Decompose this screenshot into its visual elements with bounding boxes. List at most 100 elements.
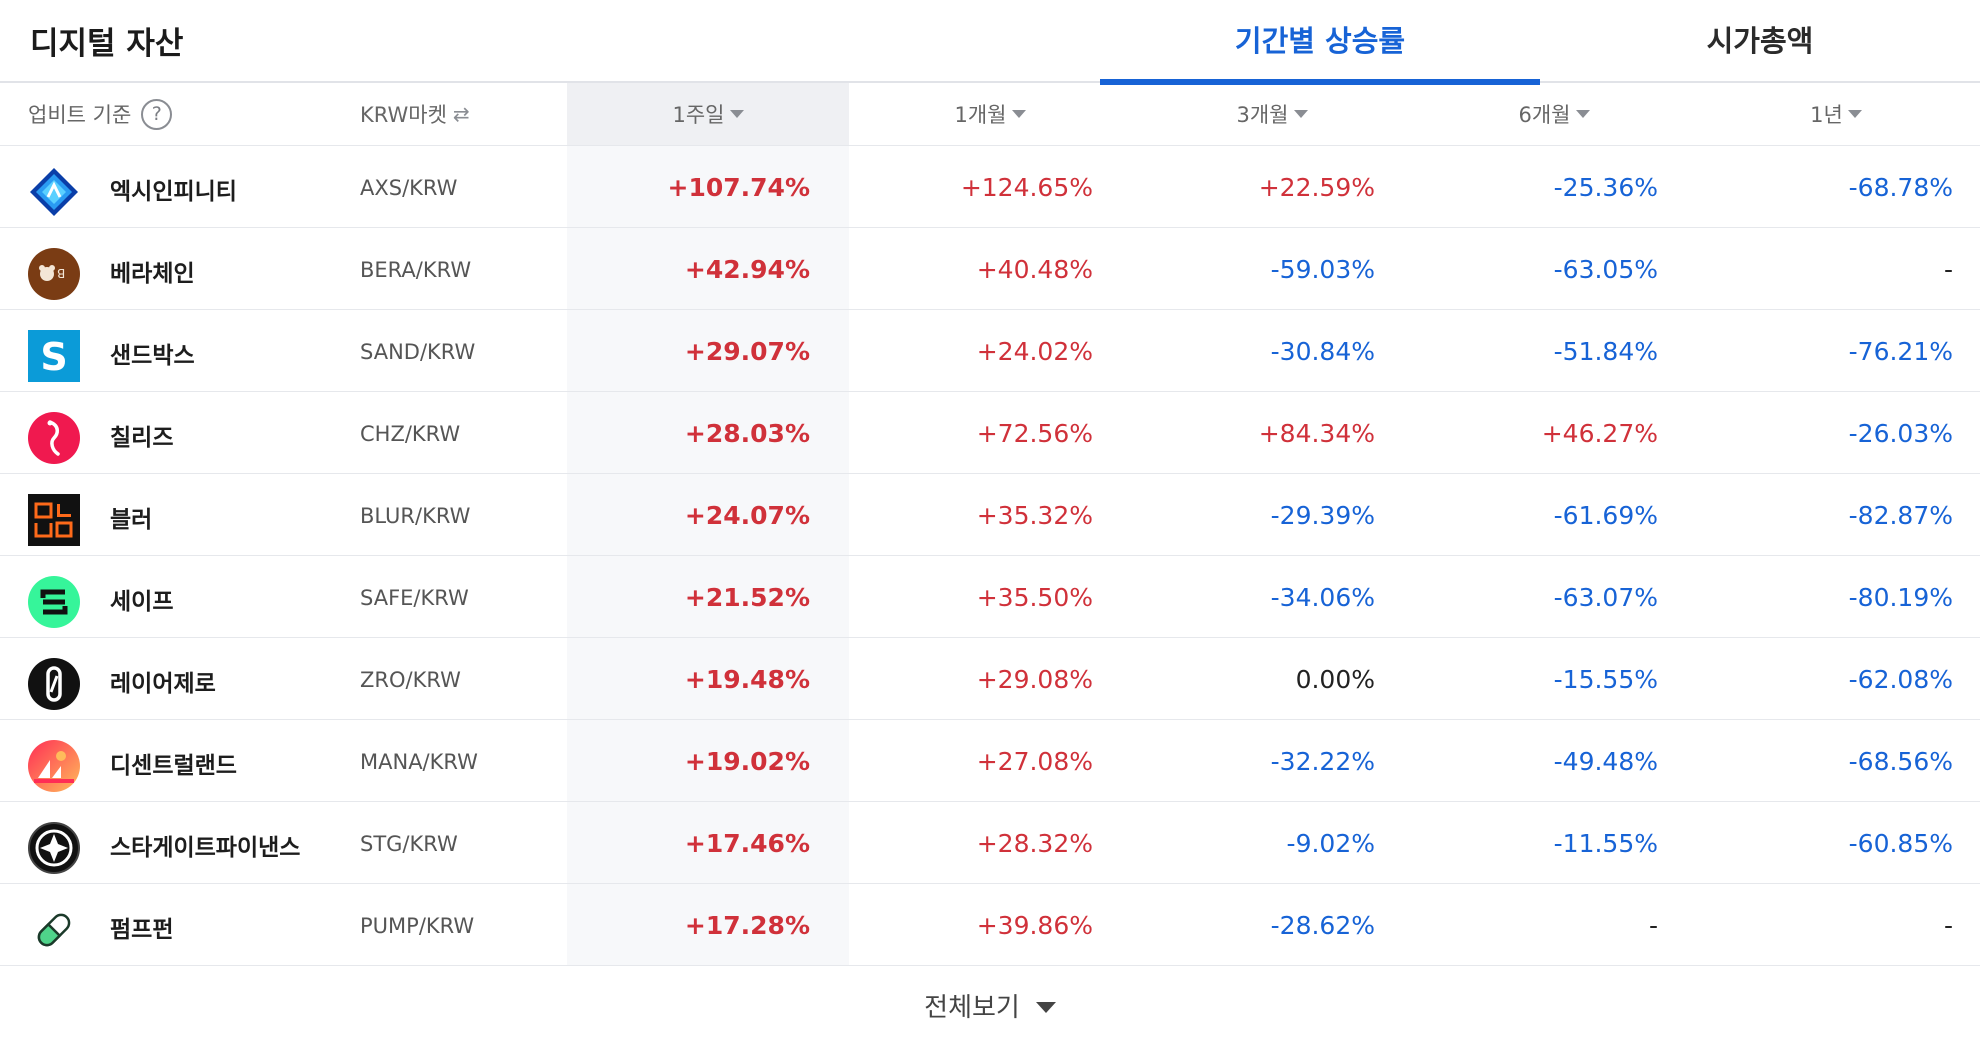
basis-header: 업비트 기준 ? — [28, 83, 173, 145]
sort-1month-header[interactable]: 1개월 — [849, 83, 1131, 145]
change-1week: +19.48% — [684, 665, 810, 694]
month6-label: 6개월 — [1518, 103, 1571, 127]
change-6month: -15.55% — [1553, 665, 1658, 694]
coin-pair: BERA/KRW — [360, 258, 472, 282]
chz-icon — [28, 412, 80, 464]
change-1month: +35.50% — [976, 583, 1093, 612]
change-3month: -30.84% — [1270, 337, 1375, 366]
zro-icon — [28, 658, 80, 710]
year1-label: 1년 — [1810, 103, 1843, 127]
coin-name: 엑시인피니티 — [110, 179, 237, 205]
coin-name: 세이프 — [110, 589, 174, 615]
swap-icon: ⇄ — [452, 102, 470, 126]
safe-icon — [28, 576, 80, 628]
view-all-label: 전체보기 — [924, 993, 1020, 1023]
sort-6month-header[interactable]: 6개월 — [1413, 83, 1695, 145]
coin-pair: CHZ/KRW — [360, 422, 461, 446]
change-1month: +24.02% — [976, 337, 1093, 366]
table-row[interactable]: 레이어제로 ZRO/KRW +19.48% +29.08% 0.00% -15.… — [0, 638, 1980, 720]
coin-name: 베라체인 — [110, 261, 195, 287]
table-row[interactable]: 디센트럴랜드 MANA/KRW +19.02% +27.08% -32.22% … — [0, 720, 1980, 802]
change-6month: -63.07% — [1553, 583, 1658, 612]
table-row[interactable]: 블러 BLUR/KRW +24.07% +35.32% -29.39% -61.… — [0, 474, 1980, 556]
change-1month: +27.08% — [976, 747, 1093, 776]
coin-name: 칠리즈 — [110, 425, 174, 451]
axs-icon — [30, 168, 78, 216]
change-1month: +28.32% — [976, 829, 1093, 858]
change-1week: +17.28% — [684, 911, 810, 940]
change-3month: -9.02% — [1286, 829, 1375, 858]
mana-icon — [28, 740, 80, 792]
change-6month: - — [1648, 911, 1658, 940]
change-3month: -32.22% — [1270, 747, 1375, 776]
bera-icon: ꓭ — [28, 248, 80, 300]
change-3month: -28.62% — [1270, 911, 1375, 940]
sand-icon: S — [28, 330, 80, 382]
table-row[interactable]: 엑시인피니티 AXS/KRW +107.74% +124.65% +22.59%… — [0, 146, 1980, 228]
change-1year: -62.08% — [1848, 665, 1953, 694]
svg-text:ꓭ: ꓭ — [57, 267, 65, 281]
change-3month: -34.06% — [1270, 583, 1375, 612]
change-3month: -59.03% — [1270, 255, 1375, 284]
change-1year: - — [1943, 911, 1953, 940]
tab-market-cap[interactable]: 시가총액 — [1706, 24, 1814, 58]
table-row[interactable]: S 샌드박스 SAND/KRW +29.07% +24.02% -30.84% … — [0, 310, 1980, 392]
change-1week: +24.07% — [684, 501, 810, 530]
table-row[interactable]: 펌프펀 PUMP/KRW +17.28% +39.86% -28.62% - - — [0, 884, 1980, 966]
table-header: 업비트 기준 ? KRW마켓 ⇄ 1주일 1개월 3개월 6개월 1년 — [0, 83, 1980, 146]
change-1week: +17.46% — [684, 829, 810, 858]
stg-icon — [28, 822, 80, 874]
sort-1year-header[interactable]: 1년 — [1695, 83, 1977, 145]
coin-pair: MANA/KRW — [360, 750, 478, 774]
change-1month: +72.56% — [976, 419, 1093, 448]
change-1month: +40.48% — [976, 255, 1093, 284]
change-1week: +21.52% — [684, 583, 810, 612]
sort-caret-icon — [1847, 110, 1862, 118]
basis-label: 업비트 기준 — [28, 103, 132, 127]
change-6month: -61.69% — [1553, 501, 1658, 530]
change-6month: -63.05% — [1553, 255, 1658, 284]
sort-caret-icon — [1575, 110, 1590, 118]
change-6month: -25.36% — [1553, 173, 1658, 202]
table-row[interactable]: 스타게이트파이낸스 STG/KRW +17.46% +28.32% -9.02%… — [0, 802, 1980, 884]
table-row[interactable]: 세이프 SAFE/KRW +21.52% +35.50% -34.06% -63… — [0, 556, 1980, 638]
change-1year: -80.19% — [1848, 583, 1953, 612]
market-selector[interactable]: KRW마켓 ⇄ — [360, 83, 470, 145]
change-6month: -49.48% — [1553, 747, 1658, 776]
change-1month: +29.08% — [976, 665, 1093, 694]
table-row[interactable]: 칠리즈 CHZ/KRW +28.03% +72.56% +84.34% +46.… — [0, 392, 1980, 474]
coin-name: 펌프펀 — [110, 917, 174, 943]
table-row[interactable]: ꓭ 베라체인 BERA/KRW +42.94% +40.48% -59.03% … — [0, 228, 1980, 310]
chevron-down-icon — [1035, 1002, 1056, 1013]
coin-name: 샌드박스 — [110, 343, 195, 369]
coin-pair: BLUR/KRW — [360, 504, 471, 528]
market-label: KRW마켓 — [360, 103, 447, 127]
tab-period-return[interactable]: 기간별 상승률 — [1100, 18, 1540, 85]
sort-caret-icon — [1293, 110, 1308, 118]
change-1year: -76.21% — [1848, 337, 1953, 366]
pump-icon — [37, 913, 71, 947]
change-1month: +39.86% — [976, 911, 1093, 940]
help-icon[interactable]: ? — [141, 98, 173, 130]
change-6month: -11.55% — [1553, 829, 1658, 858]
change-1year: - — [1943, 255, 1953, 284]
change-1month: +35.32% — [976, 501, 1093, 530]
view-all-button[interactable]: 전체보기 — [924, 987, 1056, 1024]
change-6month: +46.27% — [1541, 419, 1658, 448]
coin-pair: STG/KRW — [360, 832, 458, 856]
week-label: 1주일 — [672, 103, 725, 127]
month3-label: 3개월 — [1236, 103, 1289, 127]
page-title: 디지털 자산 — [30, 26, 184, 62]
coin-name: 블러 — [110, 507, 153, 533]
coin-name: 레이어제로 — [110, 671, 216, 697]
change-1week: +19.02% — [684, 747, 810, 776]
change-1year: -26.03% — [1848, 419, 1953, 448]
coin-pair: SAFE/KRW — [360, 586, 469, 610]
change-1year: -68.78% — [1848, 173, 1953, 202]
sort-3month-header[interactable]: 3개월 — [1131, 83, 1413, 145]
change-1week: +28.03% — [684, 419, 810, 448]
month1-label: 1개월 — [954, 103, 1007, 127]
sort-week-header[interactable]: 1주일 — [567, 83, 849, 145]
change-1week: +29.07% — [684, 337, 810, 366]
change-3month: +22.59% — [1258, 173, 1375, 202]
